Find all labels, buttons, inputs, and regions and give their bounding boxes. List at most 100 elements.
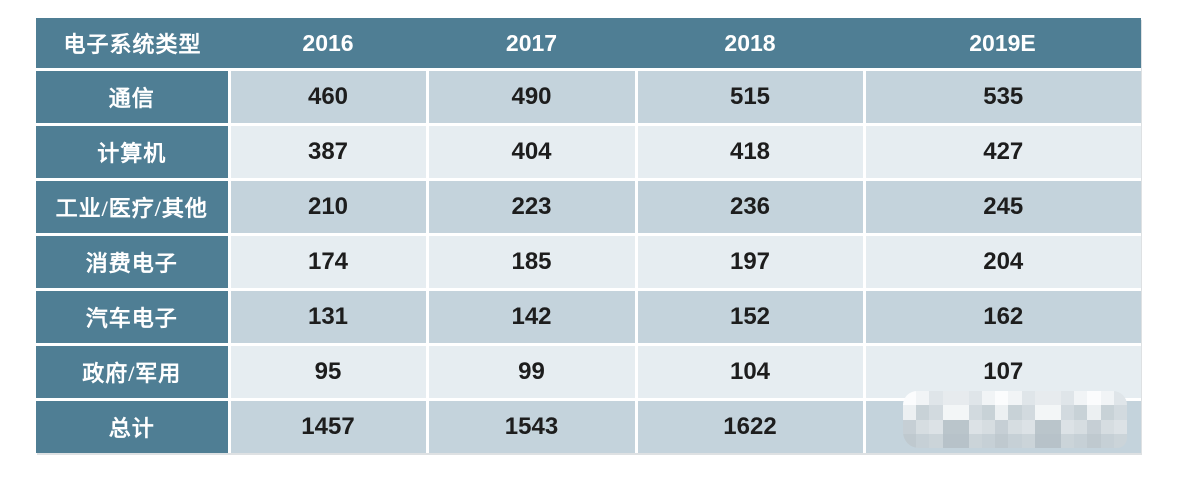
table-row: 计算机 387 404 418 427 [36,123,1141,180]
watermark-tile [1034,433,1048,448]
watermark-tile [968,405,983,420]
watermark-tile [1061,405,1075,420]
watermark-tile [995,405,1009,420]
watermark-tile [1100,391,1114,406]
watermark-tile [1034,391,1048,406]
watermark-tile [929,433,943,448]
watermark-tile [955,419,969,434]
row-label: 总计 [36,398,229,453]
watermark-tile [1087,405,1101,420]
watermark-tile [1008,391,1022,406]
watermark-tile [1021,391,1035,406]
watermark-tile [929,405,943,420]
watermark-tile [968,419,983,434]
row-label: 汽车电子 [36,288,229,345]
watermark-tile [968,433,983,448]
table-cell: 1543 [425,398,636,453]
table-cell: 387 [227,123,427,180]
watermark-tile [1100,419,1114,434]
watermark-tile [1008,419,1022,434]
table-cell: 245 [862,178,1141,235]
column-header-year-2016: 2016 [229,18,427,70]
watermark-tile [1021,419,1035,434]
watermark-tile [916,419,930,434]
column-header-year-2017: 2017 [427,18,636,70]
watermark-tile [982,391,996,406]
watermark-tile [955,391,969,406]
table-cell: 174 [227,233,427,290]
watermark-tile [903,405,917,420]
watermark-tile [995,419,1009,434]
table-cell: 223 [425,178,636,235]
row-label: 政府/军用 [36,343,229,400]
column-header-year-2018: 2018 [636,18,864,70]
watermark-tile [1047,419,1062,434]
table-cell: 142 [425,288,636,345]
table-cell: 99 [425,343,636,400]
watermark-tile [982,433,996,448]
watermark-tile [903,419,917,434]
table-row: 工业/医疗/其他 210 223 236 245 [36,178,1141,235]
watermark-tile [955,433,969,448]
table-cell: 210 [227,178,427,235]
table-cell: 1457 [227,398,427,453]
table-cell: 236 [634,178,864,235]
watermark-tile [1087,391,1101,406]
table-cell: 515 [634,68,864,125]
watermark-tile [982,405,996,420]
row-label: 消费电子 [36,233,229,290]
watermark-tile [1008,433,1022,448]
watermark-tile [1061,391,1075,406]
watermark-tile [955,405,969,420]
watermark-tile [1087,419,1101,434]
table-cell: 427 [862,123,1141,180]
watermark-tile [942,433,956,448]
table-cell: 104 [634,343,864,400]
column-header-year-2019E: 2019E [864,18,1141,70]
watermark-tile [1021,433,1035,448]
watermark-tile [929,391,943,406]
watermark-tile [1100,405,1114,420]
watermark-tile [1087,433,1101,448]
watermark-tile [1047,391,1062,406]
watermark-tile [1113,405,1127,420]
table-row: 通信 460 490 515 535 [36,68,1141,125]
table-cell: 185 [425,233,636,290]
table-row: 汽车电子 131 142 152 162 [36,288,1141,345]
table-cell: 418 [634,123,864,180]
row-label: 工业/医疗/其他 [36,178,229,235]
watermark-tile [968,391,983,406]
watermark-tile [1061,419,1075,434]
table-row: 政府/军用 95 99 104 107 [36,343,1141,400]
watermark-tile [1074,405,1088,420]
table-cell: 197 [634,233,864,290]
watermark-tile [1074,433,1088,448]
watermark-tile [916,433,930,448]
watermark-tile [1113,419,1127,434]
watermark-tile [1034,405,1048,420]
watermark-tile [1074,419,1088,434]
watermark-tile [903,391,917,406]
table-cell: 95 [227,343,427,400]
table-cell: 131 [227,288,427,345]
watermark-tile [942,419,956,434]
watermark-tile [916,391,930,406]
watermark-tile [982,419,996,434]
table-cell: 460 [227,68,427,125]
table-row: 消费电子 174 185 197 204 [36,233,1141,290]
watermark-tile [995,391,1009,406]
table-header-row: 电子系统类型 2016 2017 2018 2019E [36,18,1141,70]
watermark-tile [1047,433,1062,448]
watermark-tile [1021,405,1035,420]
table-cell: 535 [862,68,1141,125]
watermark-tile [942,405,956,420]
table-cell: 204 [862,233,1141,290]
watermark-tile [1100,433,1114,448]
row-label: 通信 [36,68,229,125]
table-cell: 490 [425,68,636,125]
table-cell: 107 [862,343,1141,400]
watermark-tile [1113,433,1127,448]
watermark-tile [1047,405,1062,420]
table-cell: 1622 [634,398,864,453]
